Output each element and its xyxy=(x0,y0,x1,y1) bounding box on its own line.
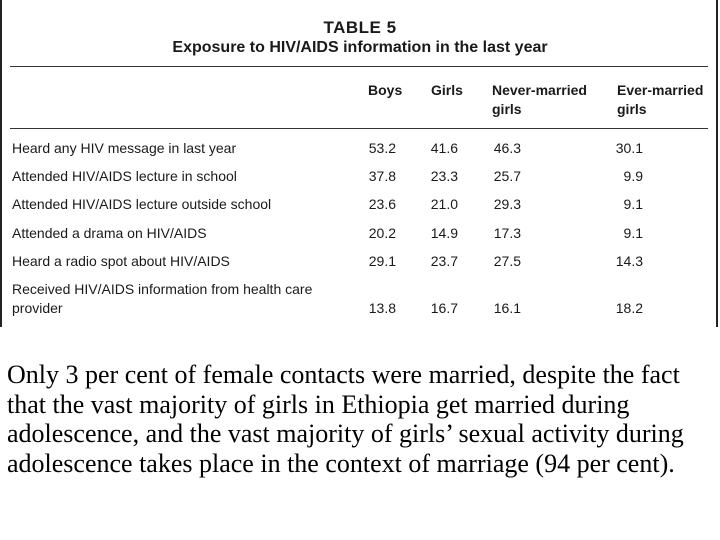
cell-value: 9.1 xyxy=(623,225,643,241)
column-header-ever-married: Ever-married girls xyxy=(617,82,704,117)
row-label: Attended a drama on HIV/AIDS xyxy=(12,225,207,241)
cell-value: 46.3 xyxy=(493,140,521,156)
cell-value: 9.1 xyxy=(623,196,643,212)
row-label: Heard a radio spot about HIV/AIDS xyxy=(12,253,230,269)
cell-value: 21.0 xyxy=(430,196,458,212)
cell-value: 27.5 xyxy=(493,253,521,269)
cell-value: 29.3 xyxy=(493,196,521,212)
cell-value: 13.8 xyxy=(368,300,396,316)
cell-value: 20.2 xyxy=(368,225,396,241)
cell-value: 16.7 xyxy=(430,300,458,316)
column-header-girls: Girls xyxy=(431,82,463,98)
cell-value: 30.1 xyxy=(615,140,643,156)
cell-value: 37.8 xyxy=(368,168,396,184)
cell-value: 53.2 xyxy=(368,140,396,156)
cell-value: 14.9 xyxy=(430,225,458,241)
row-label: Received HIV/AIDS information from healt… xyxy=(12,281,313,316)
row-label: Heard any HIV message in last year xyxy=(12,140,237,156)
cell-value: 25.7 xyxy=(493,168,521,184)
row-label: Attended HIV/AIDS lecture outside school xyxy=(12,196,272,212)
cell-value: 23.6 xyxy=(368,196,396,212)
row-label: Attended HIV/AIDS lecture in school xyxy=(12,168,237,184)
cell-value: 23.7 xyxy=(430,253,458,269)
table-frame xyxy=(0,0,718,327)
table-title: TABLE 5 xyxy=(323,18,397,37)
cell-value: 9.9 xyxy=(623,168,643,184)
cell-value: 41.6 xyxy=(430,140,458,156)
caption-paragraph: Only 3 per cent of female contacts were … xyxy=(7,360,684,478)
column-header-never-married: Never-married girls xyxy=(492,82,587,117)
column-header-boys: Boys xyxy=(368,82,403,98)
table-subtitle: Exposure to HIV/AIDS information in the … xyxy=(172,39,548,56)
table-header-rule xyxy=(10,128,708,129)
cell-value: 14.3 xyxy=(615,253,643,269)
cell-value: 29.1 xyxy=(368,253,396,269)
cell-value: 18.2 xyxy=(615,300,643,316)
cell-value: 16.1 xyxy=(493,300,521,316)
cell-value: 23.3 xyxy=(430,168,458,184)
cell-value: 17.3 xyxy=(493,225,521,241)
table-top-rule xyxy=(10,66,708,67)
